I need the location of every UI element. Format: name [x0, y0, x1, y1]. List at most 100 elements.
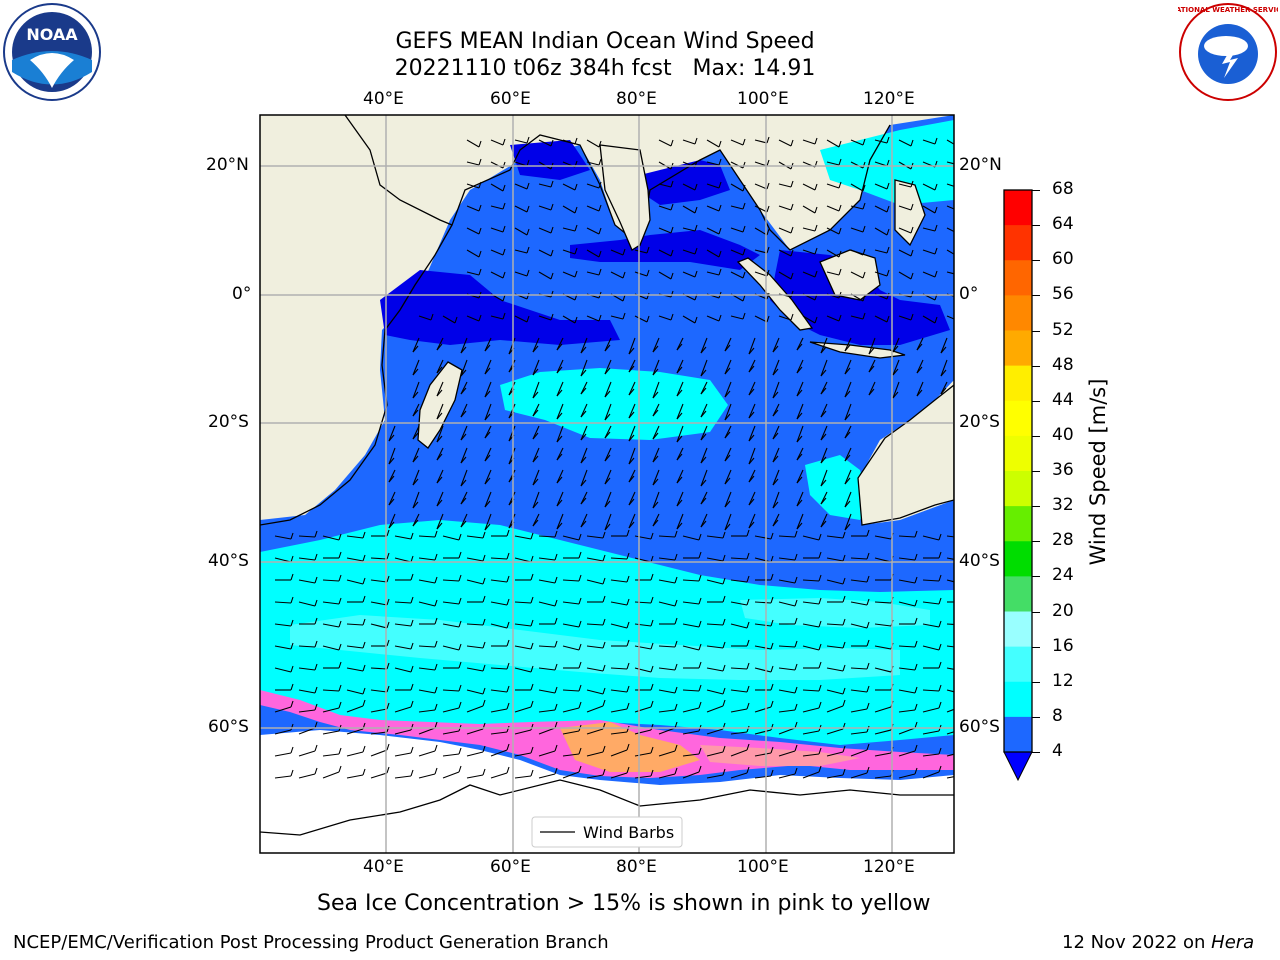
- wind-barb: [706, 689, 724, 695]
- wind-barb-flag: [842, 595, 846, 603]
- wind-barb-flag: [724, 367, 731, 375]
- colorbar-tick-mark: [1032, 611, 1040, 613]
- wind-barb-flag: [410, 683, 414, 691]
- wind-barb: [778, 727, 796, 735]
- wind-barb: [442, 730, 460, 735]
- wind-barb: [922, 183, 936, 191]
- wind-barb-flag: [814, 224, 818, 232]
- wind-barb-flag: [482, 664, 486, 672]
- wind-barb-flag: [530, 532, 534, 540]
- wind-barb-flag: [484, 344, 491, 352]
- wind-barb-flag: [772, 368, 779, 376]
- wind-barb: [370, 601, 388, 606]
- wind-barb: [418, 709, 436, 713]
- wind-barb: [580, 447, 588, 464]
- wind-barb: [922, 771, 940, 779]
- wind-barb: [298, 535, 316, 538]
- wind-barb-flag: [934, 247, 938, 255]
- wind-barb-flag: [674, 530, 678, 538]
- wind-barb: [730, 749, 748, 757]
- wind-barb: [778, 667, 796, 671]
- wind-barb: [826, 689, 844, 695]
- wind-barb-flag: [862, 138, 866, 146]
- wind-barb-flag: [458, 551, 462, 559]
- wind-barb-flag: [628, 475, 635, 483]
- wind-barb: [802, 623, 820, 628]
- wind-barb: [418, 601, 436, 607]
- wind-barb: [466, 535, 484, 539]
- wind-barb-flag: [530, 769, 534, 777]
- wind-barb-flag: [910, 203, 914, 211]
- wind-8-12: [260, 520, 954, 745]
- wind-barb-flag: [290, 683, 294, 691]
- wind-barb: [754, 645, 772, 650]
- wind-barb: [850, 161, 864, 169]
- wind-barb: [466, 751, 484, 757]
- colorbar-cell: [1004, 295, 1032, 331]
- wind-barb-flag: [598, 268, 602, 276]
- wind-barb-flag: [578, 765, 582, 773]
- wind-barb-flag: [410, 769, 414, 777]
- wind-barb: [826, 579, 844, 585]
- colorbar-tick-label: 28: [1052, 530, 1074, 551]
- wind-barb-flag: [862, 161, 866, 169]
- wind-barb-flag: [652, 455, 659, 463]
- wind-barb: [700, 425, 708, 441]
- wind-barb: [940, 337, 948, 354]
- wind-barb-flag: [844, 413, 851, 421]
- wind-barb: [706, 645, 724, 649]
- colorbar-tick-label: 60: [1052, 249, 1074, 270]
- wind-barb: [466, 667, 484, 672]
- wind-barb-flag: [959, 228, 961, 234]
- wind-barb-flag: [934, 183, 938, 191]
- wind-barb-flag: [838, 314, 842, 322]
- wind-barb: [370, 689, 388, 693]
- wind-barb: [826, 705, 844, 713]
- wind-barb-flag: [556, 499, 563, 507]
- wind-barb-flag: [862, 294, 866, 302]
- wind-barb-flag: [362, 531, 366, 539]
- wind-barb-flag: [842, 641, 846, 649]
- colorbar-tick-mark: [1032, 260, 1040, 262]
- wind-barb-flag: [532, 368, 539, 376]
- wind-barb-flag: [526, 228, 530, 236]
- wind-barb: [412, 491, 420, 509]
- wind-barb: [514, 249, 528, 254]
- wind-barb-flag: [722, 531, 726, 539]
- wind-barb: [946, 667, 954, 670]
- wind-barb: [466, 315, 480, 322]
- wind-barb: [898, 709, 916, 713]
- wind-barb-flag: [554, 553, 558, 561]
- wind-barb: [802, 139, 816, 145]
- colorbar-tick-label: 40: [1052, 424, 1074, 445]
- wind-barb: [538, 205, 552, 211]
- wind-barb: [730, 579, 748, 583]
- wind-barb: [610, 731, 628, 735]
- wind-barb-flag: [628, 365, 635, 373]
- wind-barb-flag: [604, 431, 611, 439]
- wind-barb-flag: [626, 639, 630, 647]
- colorbar: [1003, 189, 1033, 782]
- wind-barb-flag: [598, 227, 602, 235]
- wind-barb-flag: [844, 344, 851, 352]
- wind-barb-flag: [626, 702, 630, 710]
- wind-barb-flag: [530, 683, 534, 691]
- wind-barb: [322, 579, 340, 582]
- wind-barb-flag: [794, 530, 798, 538]
- wind-barb-flag: [674, 663, 678, 671]
- wind-barb-flag: [436, 476, 443, 484]
- wind-barb-flag: [938, 643, 942, 651]
- wind-8-12: [820, 120, 954, 205]
- wind-barb-flag: [938, 765, 942, 773]
- wind-barb-flag: [574, 224, 578, 232]
- wind-barb-flag: [700, 369, 707, 377]
- wind-barb-flag: [550, 290, 554, 298]
- wind-barb-flag: [626, 662, 630, 670]
- wind-barb-flag: [290, 642, 294, 650]
- wind-barb: [706, 728, 724, 735]
- wind-barb-flag: [460, 520, 467, 528]
- wind-barb: [874, 249, 888, 254]
- wind-barb: [514, 227, 528, 236]
- wind-barb-flag: [746, 685, 750, 693]
- wind-barb: [346, 645, 364, 649]
